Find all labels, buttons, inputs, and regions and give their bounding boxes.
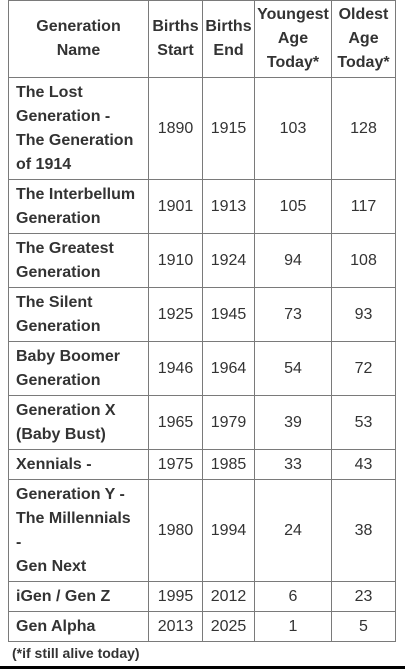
oldest-age-cell: 128 bbox=[331, 77, 396, 180]
oldest-age-cell: 43 bbox=[331, 449, 396, 480]
births-end-cell: 2012 bbox=[202, 581, 255, 612]
generation-name-cell: The Interbellum Generation bbox=[8, 179, 149, 234]
footnote: (*if still alive today) bbox=[12, 645, 140, 661]
generations-table: Generation Name Births Start Births End … bbox=[8, 0, 396, 642]
table-row: Gen Alpha 2013 2025 1 5 bbox=[8, 611, 396, 642]
header-births-end: Births End bbox=[202, 0, 255, 78]
youngest-age-cell: 24 bbox=[254, 479, 332, 582]
table-body: The Lost Generation - The Generation of … bbox=[8, 77, 396, 642]
youngest-age-cell: 105 bbox=[254, 179, 332, 234]
generation-name-cell: Gen Alpha bbox=[8, 611, 149, 642]
table-row: Baby Boomer Generation 1946 1964 54 72 bbox=[8, 341, 396, 396]
births-start-cell: 1980 bbox=[148, 479, 203, 582]
births-end-cell: 1915 bbox=[202, 77, 255, 180]
births-start-cell: 1946 bbox=[148, 341, 203, 396]
youngest-age-cell: 54 bbox=[254, 341, 332, 396]
table-row: iGen / Gen Z 1995 2012 6 23 bbox=[8, 581, 396, 612]
births-start-cell: 1901 bbox=[148, 179, 203, 234]
table-row: The Greatest Generation 1910 1924 94 108 bbox=[8, 233, 396, 288]
generation-name-cell: Xennials - bbox=[8, 449, 149, 480]
births-end-cell: 1964 bbox=[202, 341, 255, 396]
generations-table-container: Generation Name Births Start Births End … bbox=[8, 0, 396, 642]
youngest-age-cell: 1 bbox=[254, 611, 332, 642]
births-start-cell: 1975 bbox=[148, 449, 203, 480]
births-end-cell: 1913 bbox=[202, 179, 255, 234]
births-end-cell: 1924 bbox=[202, 233, 255, 288]
generation-name-cell: Generation Y - The Millennials - Gen Nex… bbox=[8, 479, 149, 582]
generation-name-cell: iGen / Gen Z bbox=[8, 581, 149, 612]
generation-name-cell: The Silent Generation bbox=[8, 287, 149, 342]
oldest-age-cell: 108 bbox=[331, 233, 396, 288]
youngest-age-cell: 6 bbox=[254, 581, 332, 612]
youngest-age-cell: 103 bbox=[254, 77, 332, 180]
births-start-cell: 1965 bbox=[148, 395, 203, 450]
oldest-age-cell: 117 bbox=[331, 179, 396, 234]
table-row: Generation Y - The Millennials - Gen Nex… bbox=[8, 479, 396, 582]
generation-name-cell: The Greatest Generation bbox=[8, 233, 149, 288]
oldest-age-cell: 93 bbox=[331, 287, 396, 342]
oldest-age-cell: 72 bbox=[331, 341, 396, 396]
table-row: Generation X (Baby Bust) 1965 1979 39 53 bbox=[8, 395, 396, 450]
oldest-age-cell: 5 bbox=[331, 611, 396, 642]
header-oldest-age: Oldest Age Today* bbox=[331, 0, 396, 78]
oldest-age-cell: 38 bbox=[331, 479, 396, 582]
youngest-age-cell: 94 bbox=[254, 233, 332, 288]
oldest-age-cell: 53 bbox=[331, 395, 396, 450]
youngest-age-cell: 73 bbox=[254, 287, 332, 342]
table-row: Xennials - 1975 1985 33 43 bbox=[8, 449, 396, 480]
header-generation-name: Generation Name bbox=[8, 0, 149, 78]
births-end-cell: 1994 bbox=[202, 479, 255, 582]
generation-name-cell: Baby Boomer Generation bbox=[8, 341, 149, 396]
generation-name-cell: Generation X (Baby Bust) bbox=[8, 395, 149, 450]
header-births-start: Births Start bbox=[148, 0, 203, 78]
births-end-cell: 1945 bbox=[202, 287, 255, 342]
header-row: Generation Name Births Start Births End … bbox=[8, 0, 396, 78]
table-row: The Lost Generation - The Generation of … bbox=[8, 77, 396, 180]
births-start-cell: 1890 bbox=[148, 77, 203, 180]
generation-name-cell: The Lost Generation - The Generation of … bbox=[8, 77, 149, 180]
youngest-age-cell: 33 bbox=[254, 449, 332, 480]
table-row: The Interbellum Generation 1901 1913 105… bbox=[8, 179, 396, 234]
births-start-cell: 1995 bbox=[148, 581, 203, 612]
births-end-cell: 1985 bbox=[202, 449, 255, 480]
youngest-age-cell: 39 bbox=[254, 395, 332, 450]
oldest-age-cell: 23 bbox=[331, 581, 396, 612]
table-row: The Silent Generation 1925 1945 73 93 bbox=[8, 287, 396, 342]
births-end-cell: 2025 bbox=[202, 611, 255, 642]
header-youngest-age: Youngest Age Today* bbox=[254, 0, 332, 78]
bottom-divider bbox=[0, 666, 405, 669]
births-start-cell: 1925 bbox=[148, 287, 203, 342]
births-end-cell: 1979 bbox=[202, 395, 255, 450]
births-start-cell: 1910 bbox=[148, 233, 203, 288]
births-start-cell: 2013 bbox=[148, 611, 203, 642]
